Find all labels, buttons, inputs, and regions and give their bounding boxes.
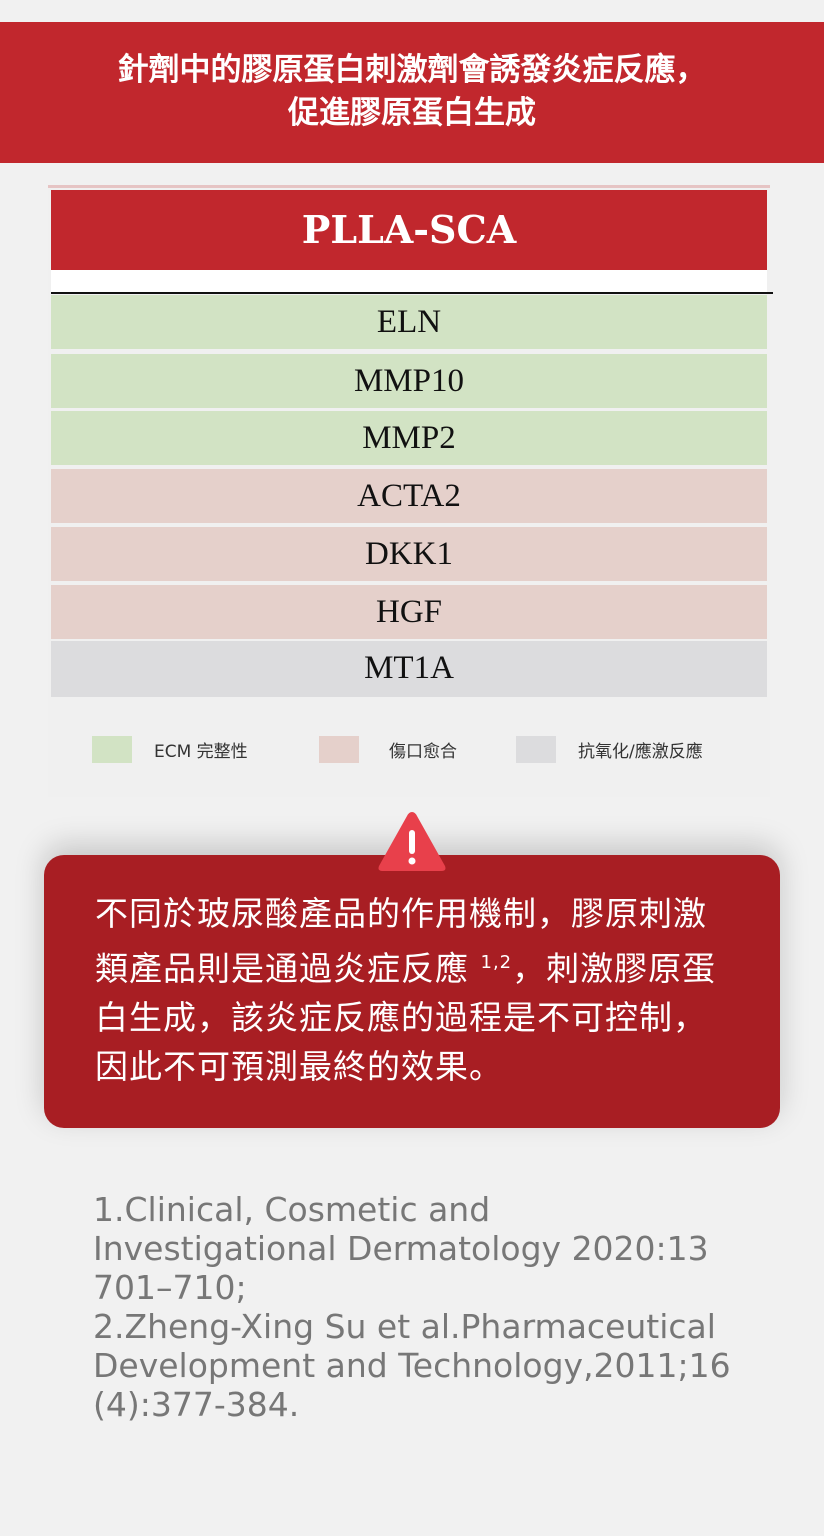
legend-label: 傷口愈合 [389, 741, 457, 762]
header-line-2: 促進膠原蛋白生成 [288, 95, 536, 131]
header-line-1: 針劑中的膠原蛋白刺激劑會誘發炎症反應， [117, 52, 707, 88]
page-header: 針劑中的膠原蛋白刺激劑會誘發炎症反應， 促進膠原蛋白生成 [0, 22, 824, 163]
legend-swatch [92, 735, 132, 763]
warning-box: 不同於玻尿酸產品的作用機制，膠原刺激類產品則是通過炎症反應 1,2，刺激膠原蛋白… [44, 855, 780, 1128]
legend-item-wound: 傷口愈合 [319, 735, 457, 763]
references: 1.Clinical, Cosmetic and Investigational… [93, 1190, 733, 1424]
legend-swatch [319, 735, 359, 763]
table-row: MMP2 [51, 411, 767, 465]
warning-triangle-icon [378, 812, 446, 871]
table-row: ACTA2 [51, 469, 767, 523]
legend-label: ECM 完整性 [154, 741, 248, 762]
table-row: DKK1 [51, 527, 767, 581]
reference-1: 1.Clinical, Cosmetic and Investigational… [93, 1190, 709, 1307]
table-title: PLLA-SCA [51, 190, 767, 270]
table-row: MMP10 [51, 354, 767, 408]
table-row: ELN [51, 295, 767, 349]
gene-table-card: PLLA-SCA ELN MMP10 MMP2 ACTA2 DKK1 HGF M… [48, 185, 773, 797]
table-spacer [51, 270, 767, 292]
legend-item-oxidative: 抗氧化/應激反應 [516, 735, 703, 763]
legend-swatch [516, 735, 556, 763]
legend-item-ecm: ECM 完整性 [92, 735, 248, 763]
citation-sup: 1,2 [480, 952, 513, 973]
warning-text-cont: ，刺激膠原蛋白生成，該炎症反應的過程是不可控制，因此不可預測最終的效果。 [95, 949, 717, 1086]
legend-label: 抗氧化/應激反應 [578, 741, 703, 762]
table-divider [51, 292, 773, 294]
table-row: HGF [51, 585, 767, 639]
reference-2: 2.Zheng-Xing Su et al.Pharmaceutical Dev… [93, 1307, 731, 1424]
table-row: MT1A [51, 641, 767, 697]
warning-text: 不同於玻尿酸產品的作用機制，膠原刺激類產品則是通過炎症反應 [95, 894, 707, 988]
